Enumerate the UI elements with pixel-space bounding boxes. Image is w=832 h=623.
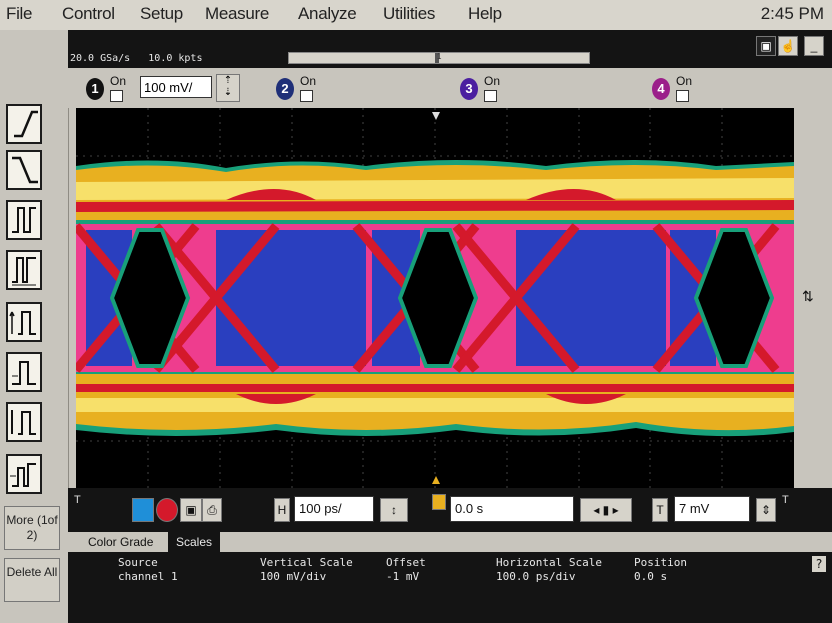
horizontal-position-slider[interactable]: 1 <box>288 52 590 64</box>
menu-utilities[interactable]: Utilities <box>383 4 436 23</box>
acquisition-bar: 20.0 GSa/s 10.0 kpts 1 ▣ ☝ _ <box>68 30 832 68</box>
offset-value: -1 mV <box>386 570 420 583</box>
trigger-marker-icon <box>432 494 446 510</box>
setup-hold-trigger-button[interactable] <box>6 302 42 342</box>
glitch-icon <box>12 257 36 286</box>
ground-level-icon: ⇅ <box>802 288 814 304</box>
channel-1-on-label: On <box>110 74 127 88</box>
channel-1-on-checkbox[interactable] <box>110 90 123 102</box>
slider-marker: 1 <box>437 52 442 61</box>
horizontal-controls: T ▣ ⎙ H 100 ps/ ↕ 0.0 s ◂ ▮ ▸ T 7 mV ⇕ T <box>68 488 832 532</box>
bottom-marker <box>432 476 440 484</box>
trigger-panel: More (1of 2) Delete All <box>0 30 69 623</box>
menu-measure[interactable]: Measure <box>205 4 270 23</box>
channel-1-scale-input[interactable]: 100 mV/ <box>140 76 212 98</box>
menu-help[interactable]: Help <box>468 4 502 23</box>
marker-left: T <box>74 494 81 506</box>
waveform-display[interactable] <box>76 108 794 488</box>
time-per-div-input[interactable]: 100 ps/ <box>294 496 374 522</box>
rising-edge-trigger-button[interactable] <box>6 104 42 144</box>
more-button[interactable]: More (1of 2) <box>4 506 60 550</box>
channel-4-on-label: On <box>676 74 693 88</box>
delay-nav-buttons[interactable]: ◂ ▮ ▸ <box>580 498 632 522</box>
timeout-icon <box>10 463 36 487</box>
channel-2-on-checkbox[interactable] <box>300 90 313 102</box>
help-button[interactable]: ? <box>812 556 826 572</box>
hand-cursor-button[interactable]: ☝ <box>778 36 798 56</box>
channel-1-scale-stepper[interactable]: ⇡ ⇣ <box>216 74 240 102</box>
offset-header: Offset <box>386 556 426 569</box>
position-value: 0.0 s <box>634 570 668 583</box>
falling-edge-trigger-button[interactable] <box>6 150 42 190</box>
menu-file[interactable]: File <box>6 4 33 23</box>
marker-right: T <box>782 494 789 506</box>
run-button[interactable] <box>132 498 154 522</box>
menu-control[interactable]: Control <box>62 4 115 23</box>
horizontal-icon[interactable]: H <box>274 498 290 522</box>
transition-icon <box>11 410 36 435</box>
horizontal-scale-value: 100.0 ps/div <box>496 570 576 583</box>
channel-2-indicator[interactable]: 2 <box>276 78 294 100</box>
rising-edge-icon <box>14 110 38 138</box>
channel-4-indicator[interactable]: 4 <box>652 78 670 100</box>
menu-analyze[interactable]: Analyze <box>298 4 357 23</box>
channel-3-on-label: On <box>484 74 501 88</box>
trigger-level-input[interactable]: 7 mV <box>674 496 750 522</box>
measurement-tabs: Color Grade Scales <box>68 532 832 552</box>
scales-info-panel: Source channel 1 Vertical Scale 100 mV/d… <box>68 552 832 623</box>
source-header: Source <box>118 556 158 569</box>
slider-knob[interactable] <box>435 53 439 63</box>
position-header: Position <box>634 556 687 569</box>
pulse-width-icon <box>12 207 36 233</box>
delay-input[interactable]: 0.0 s <box>450 496 574 522</box>
menu-bar: File Control Setup Measure Analyze Utili… <box>0 0 832 31</box>
runt-icon <box>12 361 36 385</box>
single-button[interactable]: ▣ <box>180 498 202 522</box>
horizontal-scale-header: Horizontal Scale <box>496 556 602 569</box>
falling-edge-icon <box>12 156 38 184</box>
transition-trigger-button[interactable] <box>6 402 42 442</box>
print-button[interactable]: ⎙ <box>202 498 222 522</box>
vertical-scale-header: Vertical Scale <box>260 556 353 569</box>
sample-rate: 20.0 GSa/s 10.0 kpts <box>70 53 203 64</box>
tab-scales[interactable]: Scales <box>168 532 221 552</box>
window-restore-button[interactable]: ▣ <box>756 36 776 56</box>
setup-hold-icon <box>9 311 36 335</box>
trigger-position-marker <box>432 112 440 120</box>
timeout-trigger-button[interactable] <box>6 454 42 494</box>
channel-3-on-checkbox[interactable] <box>484 90 497 102</box>
clock: 2:45 PM <box>760 4 824 23</box>
menu-setup[interactable]: Setup <box>140 4 183 23</box>
scope-right-edge: ⇅ <box>794 108 832 488</box>
eye-diagram <box>76 108 794 488</box>
time-stepper[interactable]: ↕ <box>380 498 408 522</box>
channel-2-on-label: On <box>300 74 317 88</box>
pulse-width-trigger-button[interactable] <box>6 200 42 240</box>
trigger-level-stepper[interactable]: ⇕ <box>756 498 776 522</box>
vertical-scale-value: 100 mV/div <box>260 570 327 583</box>
channel-1-indicator[interactable]: 1 <box>86 78 104 100</box>
channel-bar: 1 On 100 mV/ ⇡ ⇣ 2 On 3 On 4 On <box>68 68 832 108</box>
tab-color-grade[interactable]: Color Grade <box>88 535 154 549</box>
runt-trigger-button[interactable] <box>6 352 42 392</box>
window-minimize-button[interactable]: _ <box>804 36 824 56</box>
trigger-icon[interactable]: T <box>652 498 668 522</box>
channel-3-indicator[interactable]: 3 <box>460 78 478 100</box>
stop-button[interactable] <box>156 498 178 522</box>
delete-all-button[interactable]: Delete All <box>4 558 60 602</box>
glitch-trigger-button[interactable] <box>6 250 42 290</box>
channel-4-on-checkbox[interactable] <box>676 90 689 102</box>
source-value: channel 1 <box>118 570 178 583</box>
